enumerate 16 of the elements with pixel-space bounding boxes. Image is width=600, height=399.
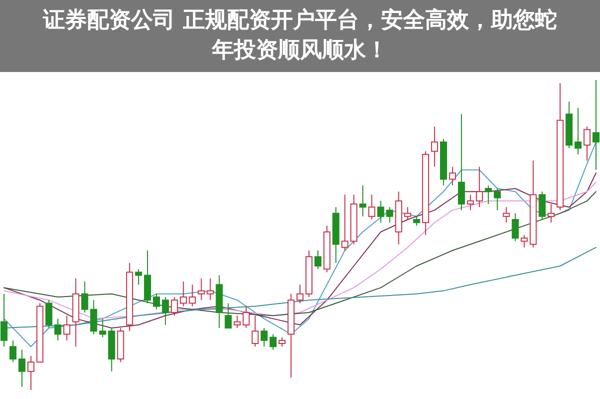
candlestick xyxy=(350,194,358,245)
candlestick xyxy=(359,184,366,217)
candlestick xyxy=(63,315,70,341)
candlestick xyxy=(188,284,196,307)
candlestick xyxy=(592,80,600,170)
candlestick xyxy=(574,107,582,155)
candlestick xyxy=(54,318,62,341)
candlestick xyxy=(18,349,26,388)
candlestick xyxy=(99,318,106,338)
candlestick xyxy=(180,281,187,307)
candlestick xyxy=(431,126,438,168)
chart-title: 证券配资公司 正规配资开户平台，安全高效，助您蛇年投资顺风顺水！ xyxy=(0,0,600,72)
candlestick xyxy=(216,274,223,328)
candlestick xyxy=(395,191,402,245)
candlestick xyxy=(72,278,80,348)
candlestick xyxy=(332,206,340,264)
